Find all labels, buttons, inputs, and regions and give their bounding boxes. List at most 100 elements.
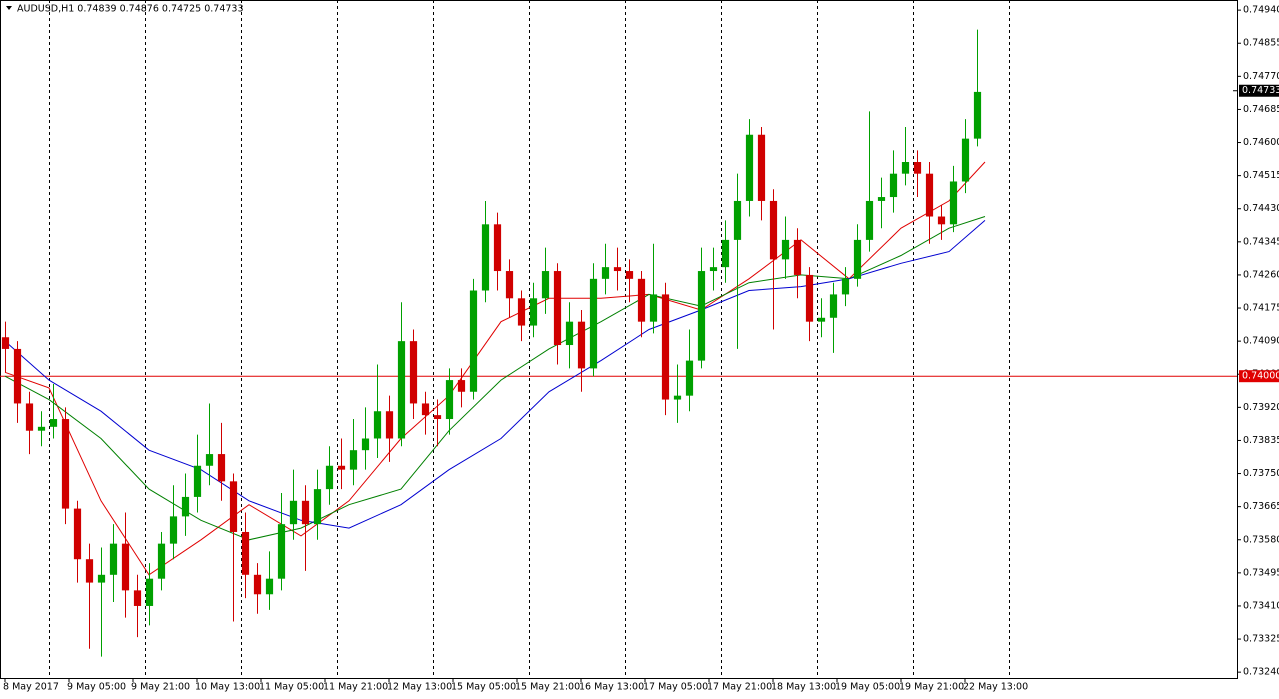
- candle-body: [37, 426, 46, 431]
- level-tag: [1239, 370, 1279, 383]
- y-tick-label: 0.74175: [1243, 303, 1279, 314]
- candle-body: [793, 239, 802, 275]
- candle-body: [541, 271, 550, 299]
- x-tick-label: 10 May 13:00: [195, 682, 260, 693]
- candle-body: [253, 574, 262, 595]
- candle-body: [733, 200, 742, 240]
- candle-body: [73, 508, 82, 560]
- candle-body: [373, 411, 382, 439]
- y-tick-label: 0.73835: [1243, 435, 1279, 446]
- candle-body: [589, 278, 598, 369]
- candle-body: [973, 91, 982, 139]
- candle-body: [817, 317, 826, 322]
- x-tick-label: 19 May 21:00: [899, 682, 964, 693]
- candle-body: [361, 438, 370, 451]
- candle-body: [349, 450, 358, 470]
- candle-body: [385, 411, 394, 439]
- candle-body: [325, 465, 334, 490]
- x-tick-label: 19 May 05:00: [835, 682, 900, 693]
- candle-body: [409, 341, 418, 404]
- candle-body: [685, 360, 694, 396]
- candle-body: [85, 559, 94, 583]
- candle-body: [601, 267, 610, 279]
- candle-body: [565, 321, 574, 346]
- x-tick-label: 16 May 13:00: [579, 682, 644, 693]
- level-tag-label: 0.74000: [1242, 371, 1279, 382]
- y-tick-label: 0.73325: [1243, 634, 1279, 645]
- candle-body: [649, 294, 658, 322]
- candle-body: [613, 267, 622, 272]
- y-tick-label: 0.73750: [1243, 468, 1279, 479]
- candle-body: [637, 278, 646, 322]
- candle-body: [217, 454, 226, 482]
- x-tick-label: 8 May 2017: [3, 682, 59, 693]
- candle-body: [697, 271, 706, 361]
- x-tick-label: 17 May 05:00: [643, 682, 708, 693]
- candle-body: [493, 224, 502, 272]
- candle-body: [481, 224, 490, 291]
- candle-body: [445, 380, 454, 420]
- candle-body: [865, 200, 874, 240]
- plot-frame: [0, 0, 1238, 679]
- candle-body: [757, 134, 766, 201]
- candle-body: [913, 162, 922, 174]
- y-tick-label: 0.74685: [1243, 104, 1279, 115]
- candle-body: [889, 173, 898, 198]
- x-tick-label: 15 May 21:00: [515, 682, 580, 693]
- candle-body: [769, 200, 778, 260]
- candle-body: [721, 239, 730, 268]
- y-tick-label: 0.73410: [1243, 600, 1279, 611]
- candle-body: [301, 500, 310, 525]
- candle-body: [289, 500, 298, 525]
- candle-body: [61, 419, 70, 509]
- candle-body: [805, 274, 814, 322]
- menu-triangle[interactable]: [6, 6, 12, 10]
- candle-body: [421, 403, 430, 416]
- y-tick-label: 0.74515: [1243, 170, 1279, 181]
- candle-body: [1, 337, 10, 349]
- x-tick-label: 11 May 21:00: [323, 682, 388, 693]
- y-tick-label: 0.74430: [1243, 203, 1279, 214]
- candle-body: [961, 138, 970, 182]
- candle-body: [553, 271, 562, 346]
- candle-body: [709, 267, 718, 272]
- candle-body: [337, 465, 346, 470]
- candle-body: [157, 543, 166, 579]
- candle-body: [517, 298, 526, 326]
- y-tick-label: 0.74770: [1243, 71, 1279, 82]
- x-tick-label: 9 May 21:00: [131, 682, 190, 693]
- candle-body: [829, 294, 838, 318]
- candle-body: [121, 543, 130, 591]
- candle-body: [181, 496, 190, 517]
- candle-body: [277, 524, 286, 579]
- moving-average: [4, 161, 986, 576]
- x-tick-label: 22 May 13:00: [963, 682, 1028, 693]
- candle-body: [625, 271, 634, 279]
- candle-body: [49, 419, 58, 427]
- x-tick-label: 12 May 13:00: [387, 682, 452, 693]
- candle-body: [841, 278, 850, 295]
- candle-body: [469, 290, 478, 392]
- candle-body: [205, 454, 214, 466]
- candle-body: [241, 531, 250, 575]
- last-price-tag: [1239, 84, 1279, 97]
- candle-body: [13, 348, 22, 404]
- x-tick-label: 18 May 13:00: [771, 682, 836, 693]
- y-tick-label: 0.74855: [1243, 38, 1279, 49]
- candle-body: [265, 578, 274, 595]
- candle-body: [169, 516, 178, 544]
- y-tick-label: 0.74090: [1243, 336, 1279, 347]
- candle-body: [505, 271, 514, 299]
- y-tick-label: 0.73495: [1243, 567, 1279, 578]
- y-tick-label: 0.73920: [1243, 402, 1279, 413]
- candle-body: [433, 415, 442, 420]
- chart-header: AUDUSD,H1 0.74839 0.74876 0.74725 0.7473…: [17, 4, 244, 15]
- x-tick-label: 9 May 05:00: [67, 682, 126, 693]
- y-tick-label: 0.73240: [1243, 667, 1279, 678]
- y-tick-label: 0.74600: [1243, 137, 1279, 148]
- candle-body: [901, 162, 910, 174]
- candle-body: [925, 173, 934, 217]
- y-tick-label: 0.74940: [1243, 5, 1279, 16]
